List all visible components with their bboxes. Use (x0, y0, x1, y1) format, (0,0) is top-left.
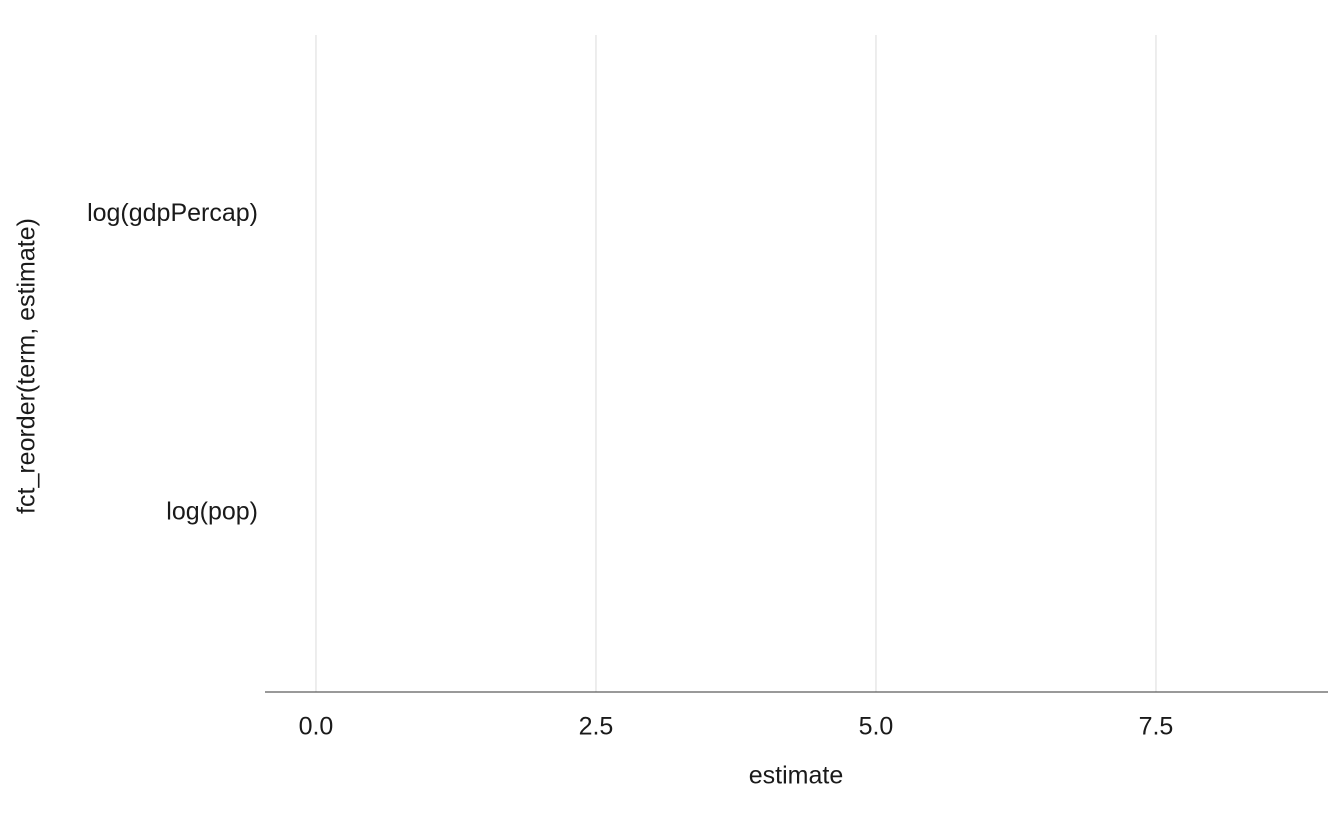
y-tick-label: log(pop) (166, 497, 258, 525)
x-tick-label: 7.5 (1139, 713, 1174, 741)
x-tick-label: 5.0 (859, 713, 894, 741)
x-tick-label: 0.0 (299, 713, 334, 741)
y-axis-title: fct_reorder(term, estimate) (13, 218, 41, 514)
x-tick-label: 2.5 (579, 713, 614, 741)
y-tick-label: log(gdpPercap) (87, 199, 258, 227)
x-axis-title: estimate (749, 762, 843, 790)
